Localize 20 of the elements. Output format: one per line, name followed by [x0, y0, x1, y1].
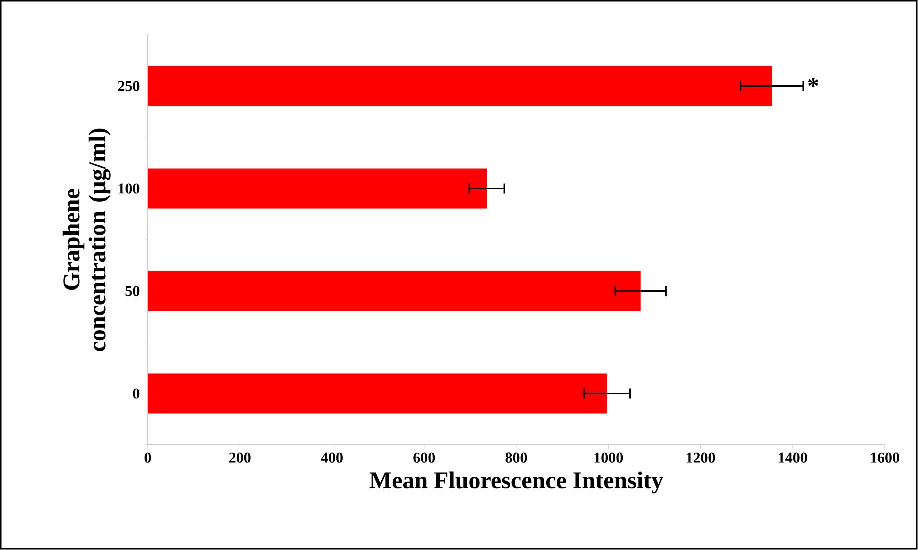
x-tick-label: 800	[506, 452, 528, 463]
x-axis-title: Mean Fluorescence Intensity	[370, 472, 664, 494]
x-tick-label: 1600	[871, 452, 900, 463]
x-tick-label: 400	[321, 452, 343, 463]
x-tick-label: 600	[414, 452, 436, 463]
x-tick-label: 1000	[594, 452, 624, 463]
y-tick-label: 0	[133, 388, 140, 399]
x-tick-label: 1200	[686, 452, 716, 463]
y-tick-label: 50	[126, 286, 140, 296]
y-tick-label: 100	[118, 184, 140, 194]
x-tick-label: 200	[230, 452, 251, 463]
annotation: *	[808, 78, 818, 88]
x-tick-label: 0	[144, 452, 152, 463]
bar	[148, 271, 641, 312]
y-tick-label: 250	[118, 81, 140, 92]
y-axis-title: Graphene concentration (µg/ml)	[62, 128, 111, 352]
bar	[148, 168, 488, 209]
x-tick-label: 1400	[779, 452, 808, 463]
bar	[148, 66, 772, 106]
bar	[148, 374, 608, 414]
